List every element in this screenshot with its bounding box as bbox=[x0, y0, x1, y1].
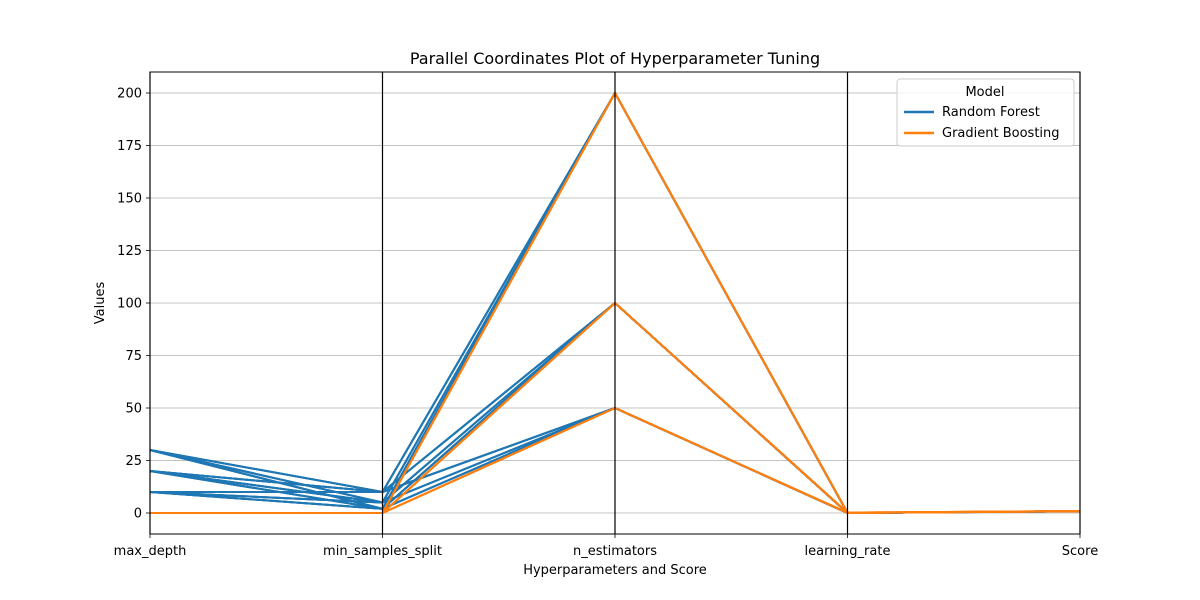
x-tick-label: min_samples_split bbox=[323, 544, 442, 559]
x-tick-label: n_estimators bbox=[573, 544, 657, 559]
y-tick-label: 125 bbox=[117, 244, 142, 259]
y-tick-label: 25 bbox=[125, 454, 142, 469]
legend: Model Random Forest Gradient Boosting bbox=[896, 78, 1075, 147]
y-tick-labels: 0 25 50 75 100 125 150 175 200 bbox=[117, 87, 150, 522]
legend-entry-random-forest: Random Forest bbox=[942, 105, 1040, 120]
y-tick-label: 200 bbox=[117, 87, 142, 102]
y-tick-label: 50 bbox=[125, 402, 142, 417]
chart-title: Parallel Coordinates Plot of Hyperparame… bbox=[410, 49, 820, 68]
y-tick-label: 175 bbox=[117, 139, 142, 154]
x-axis-label: Hyperparameters and Score bbox=[523, 563, 707, 578]
y-tick-label: 75 bbox=[125, 349, 142, 364]
y-tick-label: 0 bbox=[134, 507, 142, 522]
legend-box bbox=[896, 78, 1075, 147]
x-tick-label: Score bbox=[1062, 544, 1098, 559]
y-tick-label: 100 bbox=[117, 297, 142, 312]
legend-title: Model bbox=[965, 85, 1004, 100]
legend-entry-gradient-boosting: Gradient Boosting bbox=[942, 126, 1060, 141]
x-tick-label: max_depth bbox=[114, 544, 187, 559]
x-tick-label: learning_rate bbox=[805, 544, 891, 559]
y-tick-label: 150 bbox=[117, 192, 142, 207]
y-axis-label: Values bbox=[93, 282, 108, 325]
x-tick-labels: max_depth min_samples_split n_estimators le… bbox=[114, 534, 1098, 559]
